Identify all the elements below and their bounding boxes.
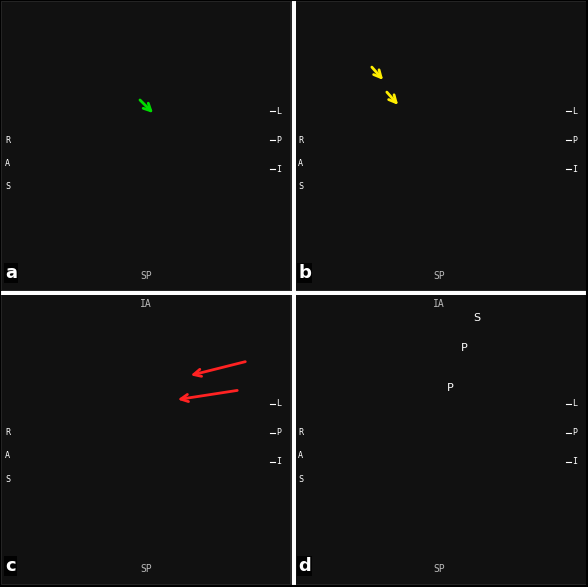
Text: SP: SP [433,271,445,281]
Text: d: d [298,557,310,575]
Text: IA: IA [433,299,445,309]
Bar [2,293,290,584]
Text: I: I [572,457,577,466]
Text: S: S [5,182,10,191]
Text: P: P [572,428,577,437]
Text: A: A [298,451,303,460]
Text: b: b [298,264,311,282]
Text: L: L [276,107,281,116]
Text: P: P [276,428,281,437]
Text: A: A [5,158,10,168]
Text: a: a [5,264,17,282]
Text: L: L [572,107,577,116]
Text: A: A [298,158,303,168]
Bar [292,0,296,587]
Text: A: A [5,451,10,460]
Text: I: I [276,457,281,466]
Text: SP: SP [140,271,152,281]
Text: L: L [572,399,577,408]
Text: S: S [298,182,303,191]
Bar [295,293,586,584]
Text: P: P [447,383,454,393]
Text: P: P [461,343,467,353]
Text: S: S [5,475,10,484]
Text: P: P [276,136,281,145]
Bar [0,291,588,295]
Text: S: S [473,313,480,323]
Text: P: P [572,136,577,145]
Text: R: R [298,136,303,145]
Text: R: R [298,428,303,437]
Text: IA: IA [140,299,152,309]
Text: R: R [5,136,10,145]
Text: R: R [5,428,10,437]
Text: SP: SP [140,564,152,574]
Bar [2,2,290,290]
Text: L: L [276,399,281,408]
Text: c: c [5,557,16,575]
Bar [295,2,586,290]
Text: S: S [298,475,303,484]
Text: I: I [276,164,281,174]
Text: SP: SP [433,564,445,574]
Text: I: I [572,164,577,174]
